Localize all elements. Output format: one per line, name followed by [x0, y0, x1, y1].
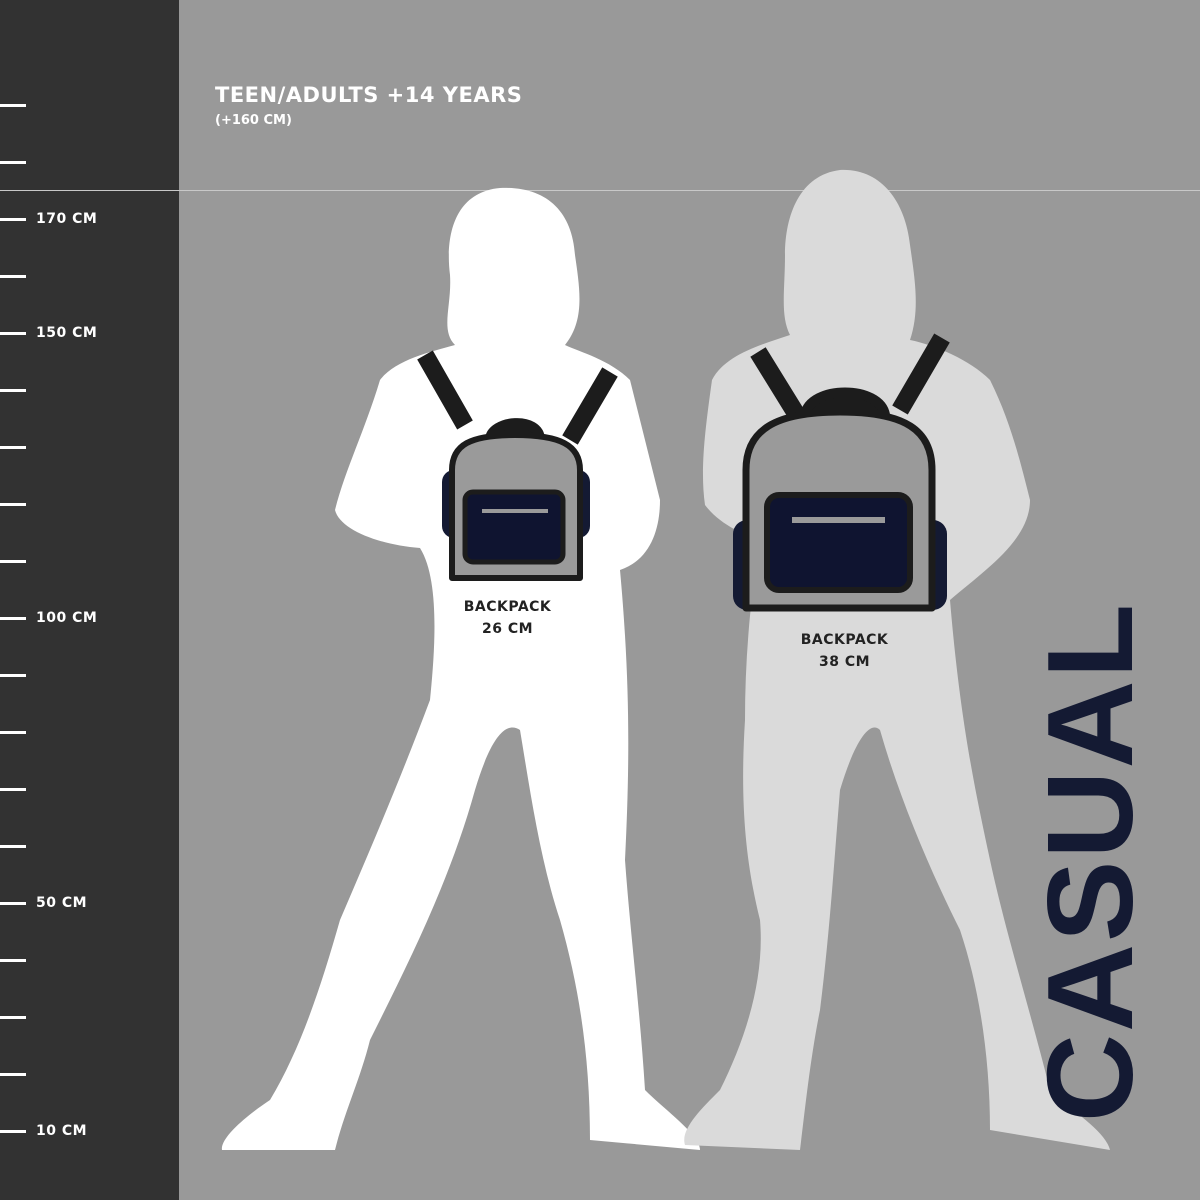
small-backpack-icon	[417, 350, 618, 581]
large-backpack-title: BACKPACK	[800, 632, 889, 648]
small-backpack-label: BACKPACK 26 CM	[440, 596, 575, 640]
ruler-label: 50 CM	[36, 895, 88, 911]
ruler-tick	[0, 218, 26, 221]
large-backpack-size: 38 CM	[818, 654, 871, 670]
small-backpack-size: 26 CM	[481, 621, 534, 637]
ruler-label: 170 CM	[36, 211, 98, 227]
ruler-tick	[0, 560, 26, 563]
ruler-tick	[0, 104, 26, 107]
ruler-tick	[0, 617, 26, 620]
ruler-tick	[0, 275, 26, 278]
ruler-tick	[0, 674, 26, 677]
ruler-tick	[0, 1073, 26, 1076]
small-backpack-title: BACKPACK	[463, 599, 552, 615]
ruler-tick	[0, 503, 26, 506]
height-subtitle: (+160 CM)	[215, 113, 292, 128]
height-ruler: 170 CM 150 CM 100 CM 50 CM 10 CM	[0, 0, 179, 1200]
large-backpack-label: BACKPACK 38 CM	[777, 629, 912, 673]
ruler-tick	[0, 389, 26, 392]
ruler-tick	[0, 332, 26, 335]
ruler-tick	[0, 731, 26, 734]
ruler-label: 150 CM	[36, 325, 98, 341]
ruler-tick	[0, 902, 26, 905]
left-silhouette	[221, 187, 700, 1150]
ruler-tick	[0, 1016, 26, 1019]
ruler-tick	[0, 845, 26, 848]
ruler-label: 10 CM	[36, 1123, 88, 1139]
height-guide-line	[0, 190, 1200, 191]
large-backpack-icon	[733, 333, 950, 612]
ruler-tick	[0, 959, 26, 962]
brand-casual-text: CASUAL	[1022, 601, 1158, 1123]
ruler-tick	[0, 161, 26, 164]
ruler-tick	[0, 1130, 26, 1133]
age-group-title: TEEN/ADULTS +14 YEARS	[215, 83, 523, 107]
ruler-tick	[0, 788, 26, 791]
ruler-label: 100 CM	[36, 610, 98, 626]
ruler-tick	[0, 446, 26, 449]
